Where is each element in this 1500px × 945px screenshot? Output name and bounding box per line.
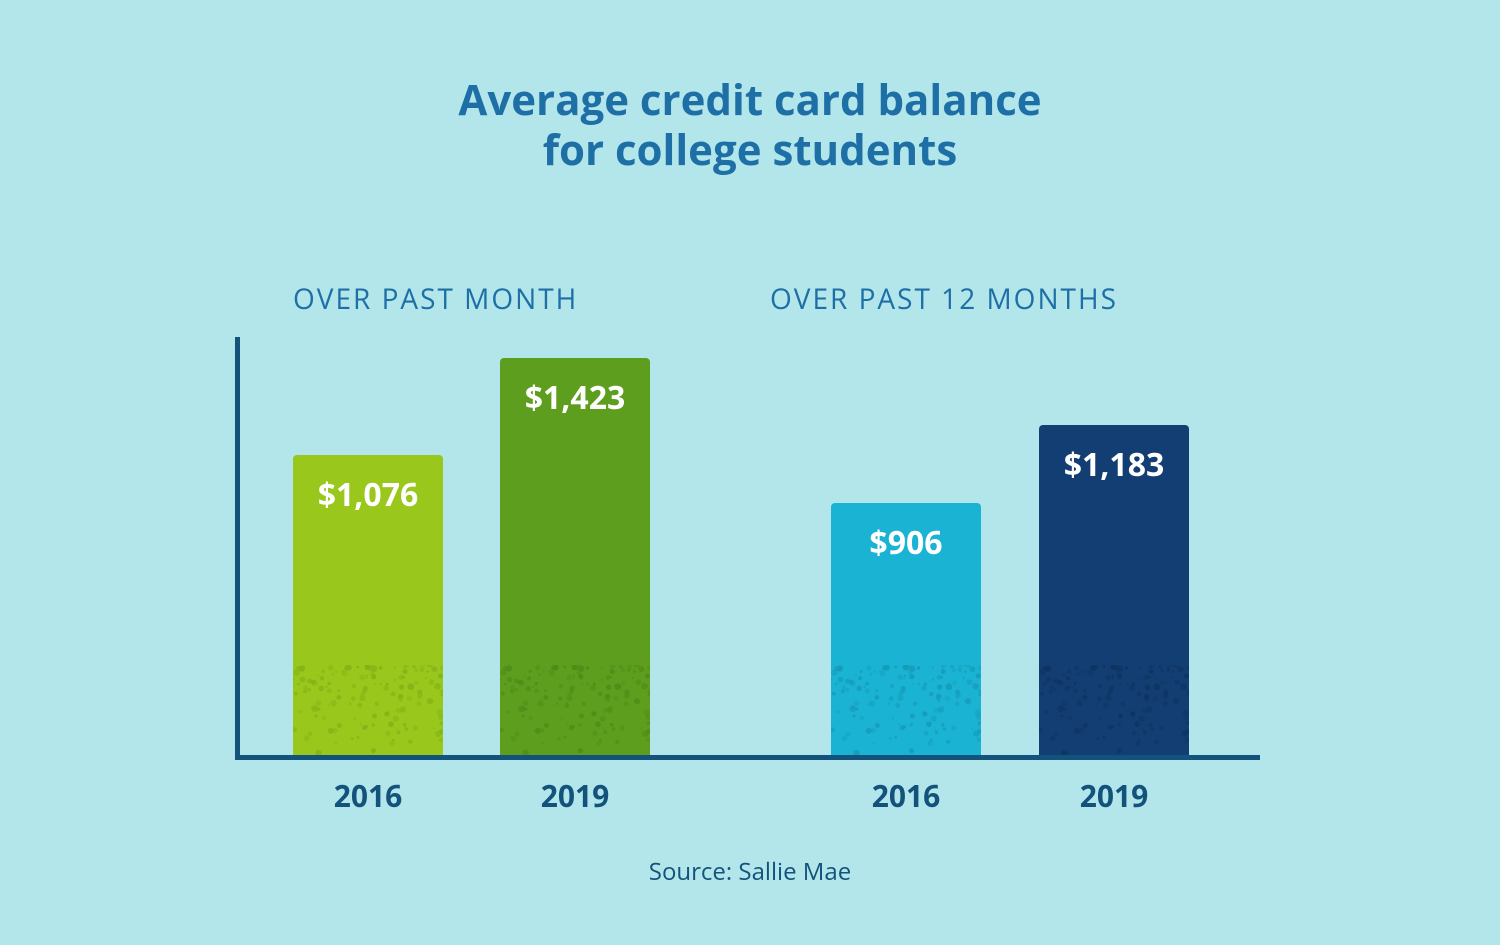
group-label-past-12months: OVER PAST 12 MONTHS	[770, 280, 1118, 318]
bar: $1,423	[500, 358, 650, 755]
bar-value-label: $1,423	[500, 376, 650, 419]
group-label-past-month: OVER PAST MONTH	[293, 280, 578, 318]
chart-title: Average credit card balance for college …	[0, 75, 1500, 176]
source-attribution: Source: Sallie Mae	[0, 855, 1500, 888]
bar-texture	[500, 665, 650, 755]
bar-value-label: $906	[831, 521, 981, 564]
chart-title-line1: Average credit card balance	[0, 75, 1500, 125]
bar-year-label: 2019	[500, 775, 650, 816]
chart-title-line2: for college students	[0, 125, 1500, 175]
bar: $1,183	[1039, 425, 1189, 755]
bar-value-label: $1,076	[293, 473, 443, 516]
bar-year-label: 2019	[1039, 775, 1189, 816]
bar-value-label: $1,183	[1039, 443, 1189, 486]
bar-texture	[831, 665, 981, 755]
bar-texture	[1039, 665, 1189, 755]
bar-year-label: 2016	[293, 775, 443, 816]
x-axis	[235, 755, 1260, 760]
y-axis	[235, 337, 240, 760]
bar: $1,076	[293, 455, 443, 755]
bar-year-label: 2016	[831, 775, 981, 816]
bar: $906	[831, 503, 981, 755]
bar-texture	[293, 665, 443, 755]
chart-canvas: Average credit card balance for college …	[0, 0, 1500, 945]
